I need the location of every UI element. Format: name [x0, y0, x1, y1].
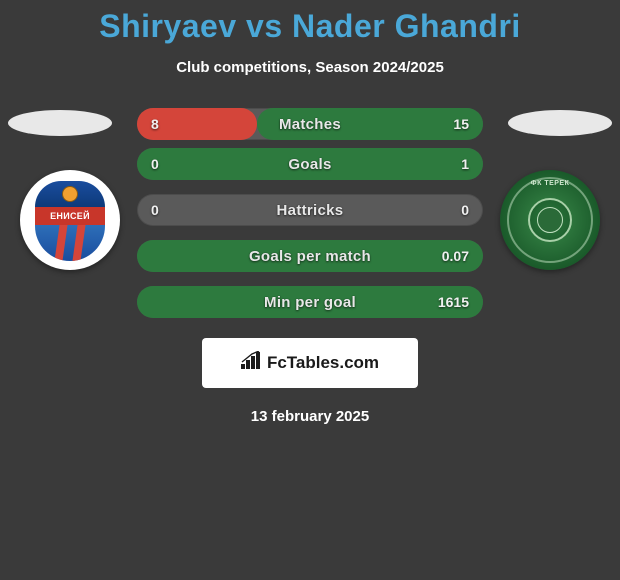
branding-label: FcTables.com [267, 353, 379, 373]
shield-bottom [35, 225, 105, 261]
crest-ring-label: ФК ТЕРЕК [531, 180, 570, 187]
stat-right-value: 1615 [438, 294, 469, 310]
stat-row-mpg: Min per goal 1615 [137, 286, 483, 318]
left-club-crest: ЕНИСЕЙ [20, 170, 120, 270]
ball-icon [62, 186, 78, 202]
shield-top [35, 181, 105, 207]
crest-ring-icon [507, 177, 593, 263]
stripe-icon [54, 225, 67, 261]
stat-left-value: 0 [151, 156, 159, 172]
branding-box: FcTables.com [202, 338, 418, 388]
stat-label: Goals per match [249, 248, 371, 265]
page-subtitle: Club competitions, Season 2024/2025 [0, 59, 620, 76]
crest-shield: ЕНИСЕЙ [35, 181, 105, 259]
crest-circle: ЕНИСЕЙ [20, 170, 120, 270]
crest-circle: ФК ТЕРЕК [500, 170, 600, 270]
date-label: 13 february 2025 [0, 408, 620, 425]
stat-right-value: 1 [461, 156, 469, 172]
stat-label: Min per goal [264, 294, 356, 311]
stat-left-value: 0 [151, 202, 159, 218]
stat-row-matches: 8 Matches 15 [137, 108, 483, 140]
page-title: Shiryaev vs Nader Ghandri [0, 8, 620, 45]
stat-label: Hattricks [277, 202, 344, 219]
stat-left-value: 8 [151, 116, 159, 132]
stat-label: Matches [279, 116, 341, 133]
stripe-icon [72, 225, 85, 261]
stat-right-value: 0 [461, 202, 469, 218]
stat-row-goals: 0 Goals 1 [137, 148, 483, 180]
stat-label: Goals [288, 156, 331, 173]
shield-band-label: ЕНИСЕЙ [35, 207, 105, 225]
stat-row-hattricks: 0 Hattricks 0 [137, 194, 483, 226]
comparison-infographic: Shiryaev vs Nader Ghandri Club competiti… [0, 0, 620, 425]
bar-chart-icon [241, 351, 263, 376]
stat-row-gpm: Goals per match 0.07 [137, 240, 483, 272]
right-oval-placeholder [508, 110, 612, 136]
left-oval-placeholder [8, 110, 112, 136]
stat-right-value: 15 [453, 116, 469, 132]
header-ovals-row: 8 Matches 15 [0, 108, 620, 140]
stat-right-value: 0.07 [442, 248, 469, 264]
right-club-crest: ФК ТЕРЕК [500, 170, 600, 270]
